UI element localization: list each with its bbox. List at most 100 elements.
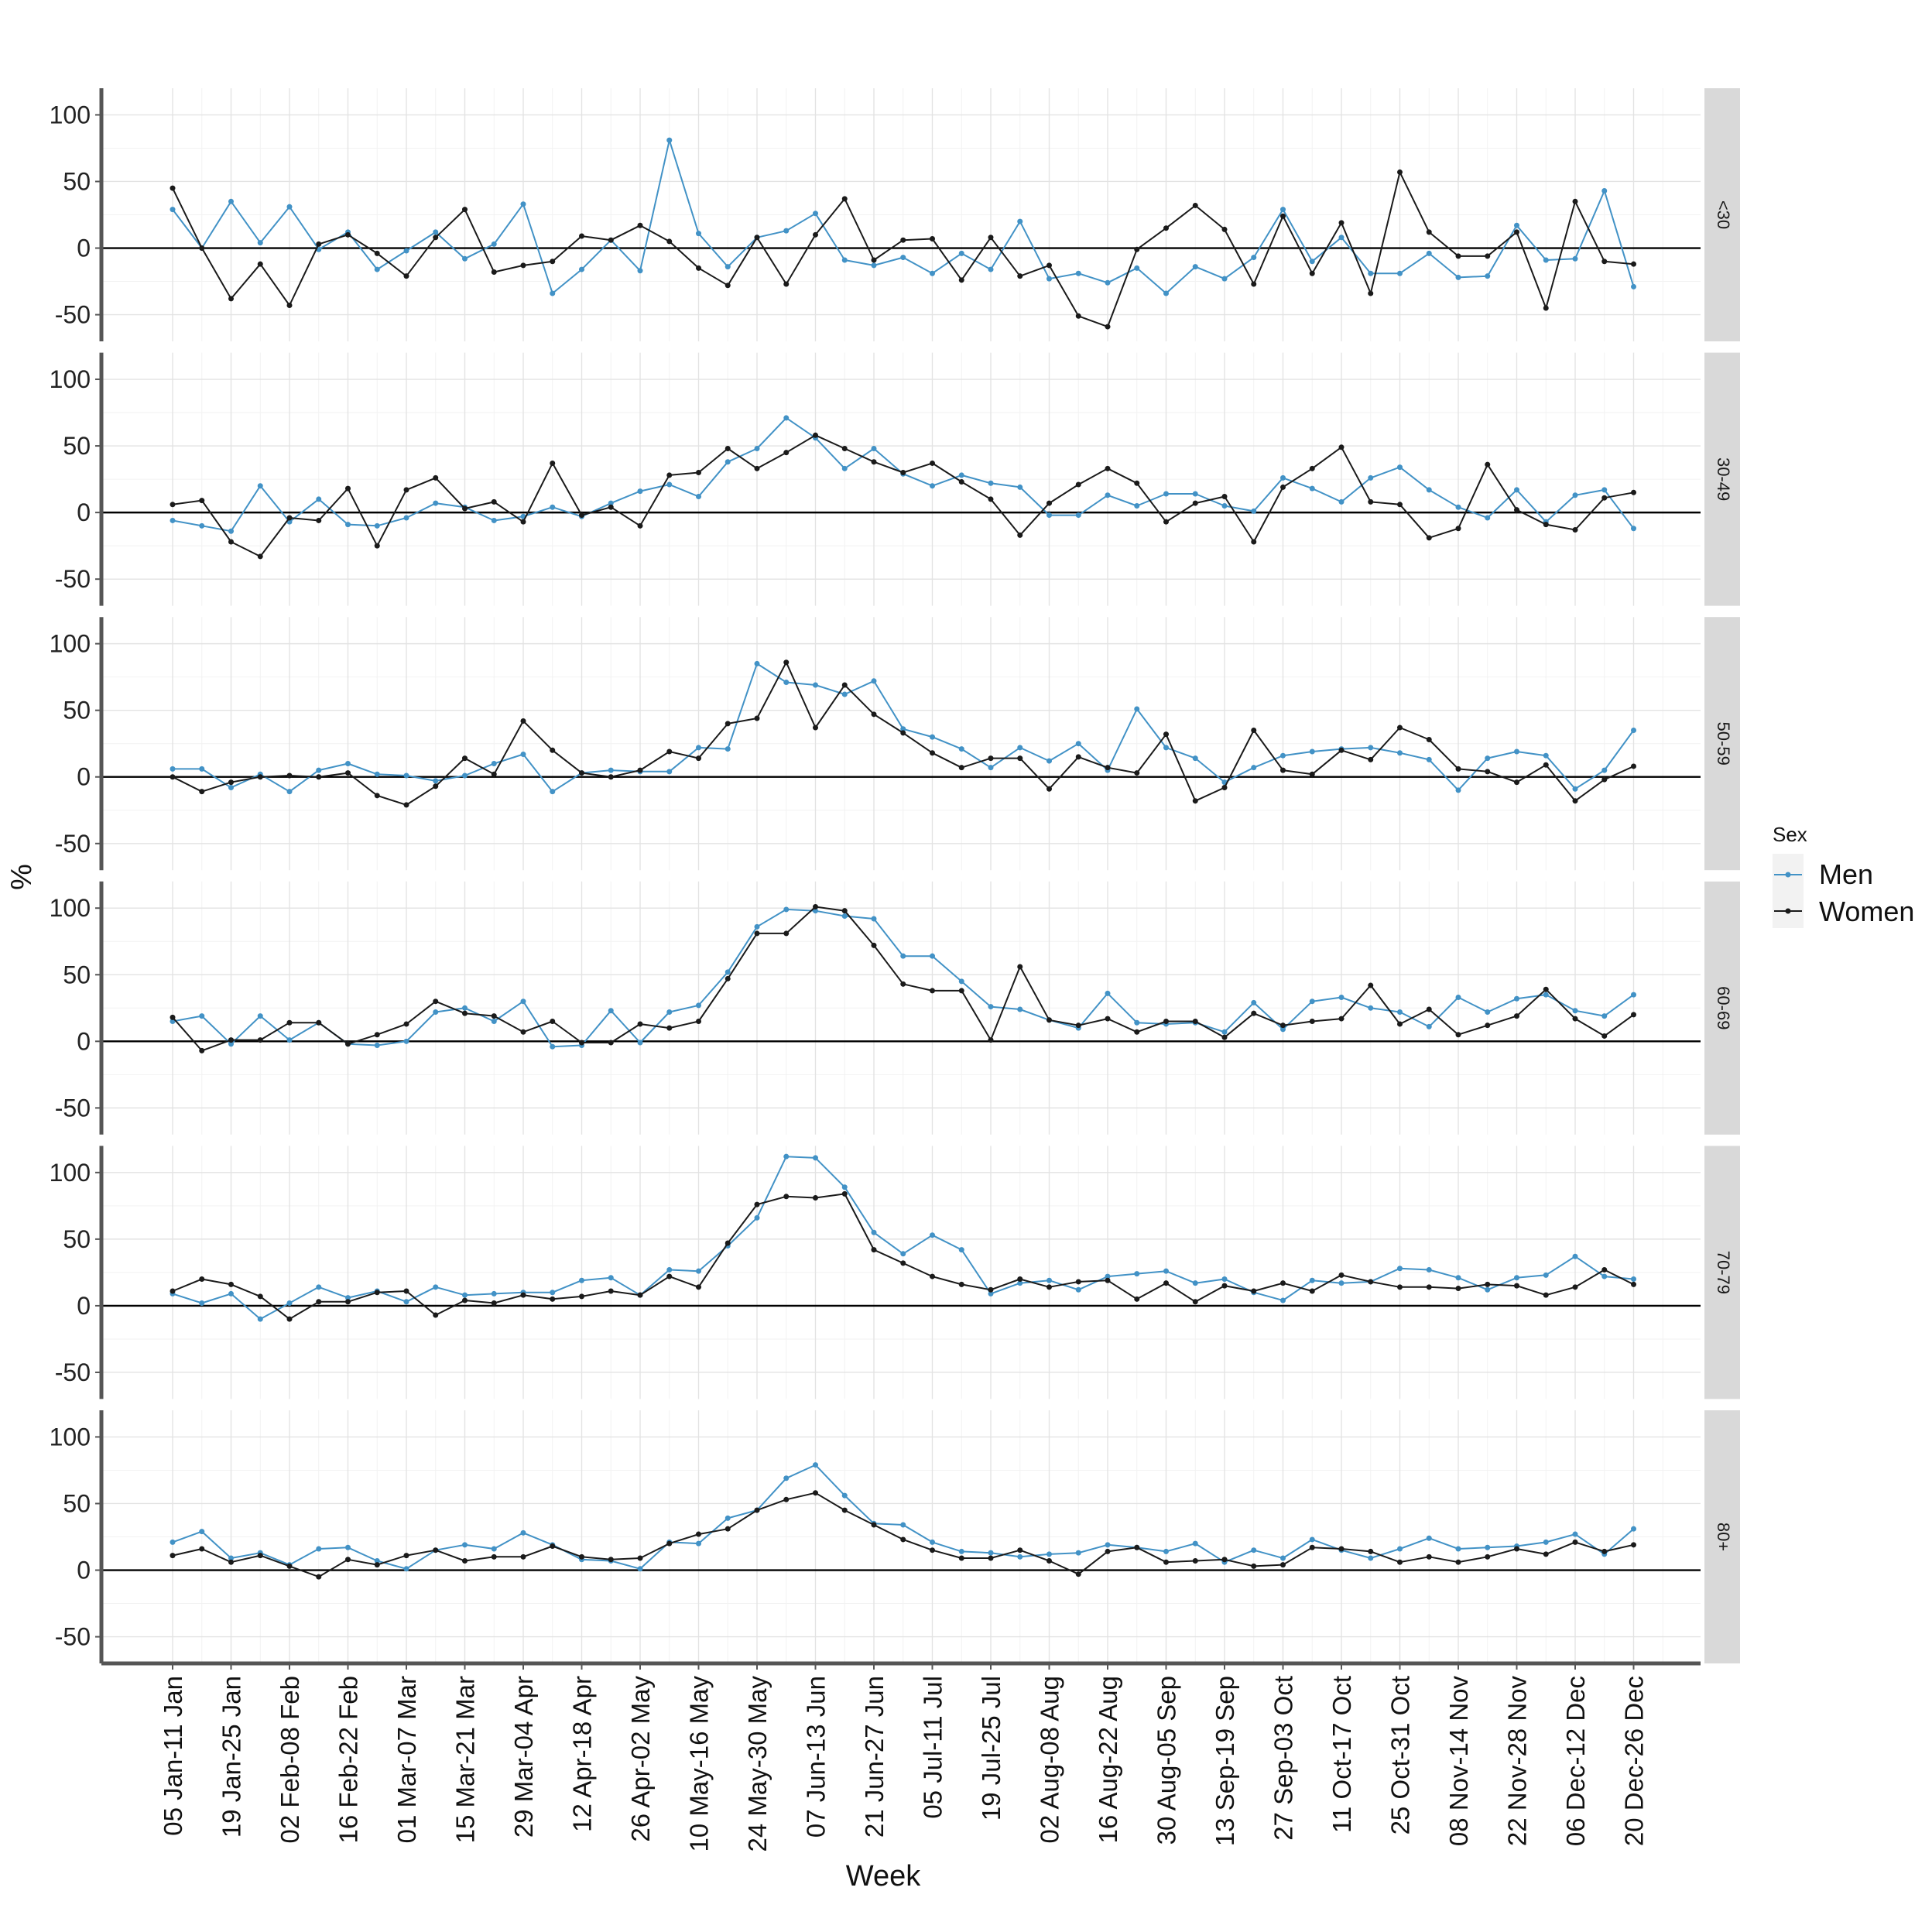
data-point-men xyxy=(841,1492,848,1499)
data-point-women xyxy=(988,1555,994,1561)
data-point-women xyxy=(462,207,468,213)
data-point-men xyxy=(257,1013,263,1019)
data-point-men xyxy=(1485,273,1491,279)
data-point-women xyxy=(1075,313,1081,319)
facet-strip-label: <30 xyxy=(1714,200,1733,229)
data-point-men xyxy=(1251,255,1257,261)
data-point-women xyxy=(374,250,380,256)
data-point-women xyxy=(1280,484,1286,490)
data-point-men xyxy=(1368,474,1374,481)
data-point-men xyxy=(783,228,790,234)
panel-4: -50 0 50 100 70-79 xyxy=(50,1146,1740,1399)
data-point-women xyxy=(579,233,584,239)
data-point-women xyxy=(930,460,935,466)
data-point-women xyxy=(754,465,760,471)
data-point-men xyxy=(841,257,848,263)
data-point-men xyxy=(433,1009,439,1015)
data-point-women xyxy=(345,1299,351,1305)
data-point-women xyxy=(637,1292,643,1298)
data-point-women xyxy=(813,432,818,438)
data-point-women xyxy=(345,231,351,238)
data-point-women xyxy=(1631,489,1636,495)
facet-strip xyxy=(1704,617,1740,871)
data-point-men xyxy=(550,1043,556,1050)
data-point-women xyxy=(257,1553,263,1559)
data-point-men xyxy=(666,1009,673,1015)
data-point-men xyxy=(1572,1008,1578,1014)
data-point-women xyxy=(520,1292,526,1298)
data-point-women xyxy=(1192,798,1198,804)
data-point-men xyxy=(257,483,263,489)
data-point-women xyxy=(783,450,790,456)
facet-strip-label: 50-59 xyxy=(1714,722,1733,766)
data-point-women xyxy=(374,793,380,799)
data-point-women xyxy=(462,1297,468,1303)
data-point-women xyxy=(871,257,877,263)
data-point-women xyxy=(1280,213,1286,219)
facet-strip-label: 80+ xyxy=(1714,1523,1733,1551)
data-point-women xyxy=(1368,1548,1374,1554)
data-point-men xyxy=(491,1019,497,1025)
data-point-men xyxy=(1163,745,1169,751)
series-women xyxy=(170,1490,1636,1580)
data-point-men xyxy=(783,1153,790,1160)
data-point-women xyxy=(1075,1023,1081,1029)
data-point-men xyxy=(1485,1009,1491,1015)
data-point-men xyxy=(724,969,731,975)
data-point-men xyxy=(1075,1550,1081,1556)
data-point-men xyxy=(1397,1009,1403,1015)
data-point-women xyxy=(170,502,176,508)
data-point-men xyxy=(958,1548,964,1554)
data-point-women xyxy=(813,904,818,909)
data-point-women xyxy=(1397,502,1403,508)
data-point-women xyxy=(1485,1553,1491,1560)
data-point-men xyxy=(1017,1006,1023,1012)
data-point-women xyxy=(1426,535,1432,541)
data-point-women xyxy=(1631,1281,1636,1287)
data-point-men xyxy=(228,1041,234,1047)
data-point-women xyxy=(199,498,205,504)
data-point-women xyxy=(1397,169,1403,175)
data-point-women xyxy=(1543,305,1549,311)
data-point-men xyxy=(1397,270,1403,276)
data-point-men xyxy=(871,262,877,269)
data-point-men xyxy=(1368,1555,1374,1561)
data-point-men xyxy=(988,266,994,272)
data-point-women xyxy=(1163,1280,1169,1286)
data-point-women xyxy=(170,1014,176,1020)
x-tick-label: 22 Nov-28 Nov xyxy=(1503,1676,1532,1847)
data-point-men xyxy=(1426,1023,1432,1029)
data-point-women xyxy=(550,1019,556,1025)
data-point-men xyxy=(1221,1276,1228,1283)
y-tick-label: 50 xyxy=(63,961,91,988)
data-point-women xyxy=(403,1021,409,1027)
data-point-women xyxy=(1572,198,1578,204)
data-point-men xyxy=(608,500,614,506)
data-point-women xyxy=(462,1010,468,1016)
data-point-women xyxy=(550,259,556,265)
data-point-men xyxy=(286,204,293,210)
data-point-women xyxy=(1075,481,1081,488)
data-point-women xyxy=(1309,771,1315,777)
data-point-men xyxy=(841,465,848,471)
data-point-men xyxy=(930,734,935,740)
data-point-women xyxy=(1455,1559,1461,1565)
data-point-women xyxy=(286,1316,293,1322)
data-point-women xyxy=(1338,747,1345,753)
data-point-women xyxy=(1163,1019,1169,1025)
data-point-men xyxy=(1426,1535,1432,1541)
data-point-men xyxy=(433,500,439,506)
data-point-women xyxy=(1514,779,1519,786)
data-point-men xyxy=(491,1546,497,1552)
data-point-women xyxy=(1105,765,1111,771)
data-point-men xyxy=(666,481,673,488)
data-point-men xyxy=(900,1251,906,1257)
data-point-women xyxy=(1017,273,1023,279)
data-point-women xyxy=(170,1553,176,1559)
data-point-men xyxy=(1017,218,1023,224)
data-point-women xyxy=(1368,290,1374,296)
data-point-men xyxy=(813,211,818,217)
data-point-women xyxy=(1192,1299,1198,1305)
data-point-men xyxy=(1485,515,1491,521)
data-point-women xyxy=(1309,270,1315,276)
